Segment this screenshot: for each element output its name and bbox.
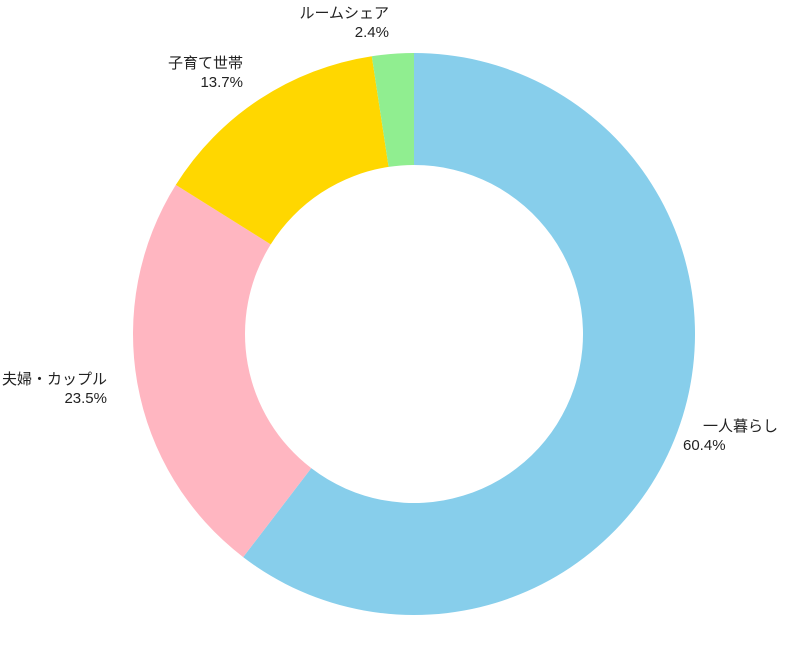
slice-label-couple-percent: 23.5% (64, 390, 107, 407)
slice-label-child-rearing-name: 子育て世帯 (167, 55, 243, 72)
slice-label-living-alone: 一人暮らし 60.4% (683, 417, 778, 455)
donut-slice-1[interactable] (132, 184, 312, 558)
slice-label-roomshare-percent: 2.4% (354, 24, 389, 41)
donut-slice-2[interactable] (175, 56, 389, 245)
donut-slice-3[interactable] (371, 53, 414, 167)
slice-label-child-rearing: 子育て世帯 13.7% (93, 54, 243, 92)
slice-label-roomshare: ルームシェア 2.4% (239, 4, 389, 42)
slice-label-roomshare-name: ルームシェア (299, 5, 389, 22)
slice-label-living-alone-name: 一人暮らし (703, 418, 779, 435)
slice-label-living-alone-percent: 60.4% (683, 437, 726, 454)
slice-label-couple: 夫婦・カップル 23.5% (0, 370, 107, 408)
slice-label-child-rearing-percent: 13.7% (200, 74, 243, 91)
donut-slice-0[interactable] (243, 53, 696, 615)
slice-label-couple-name: 夫婦・カップル (1, 371, 107, 388)
